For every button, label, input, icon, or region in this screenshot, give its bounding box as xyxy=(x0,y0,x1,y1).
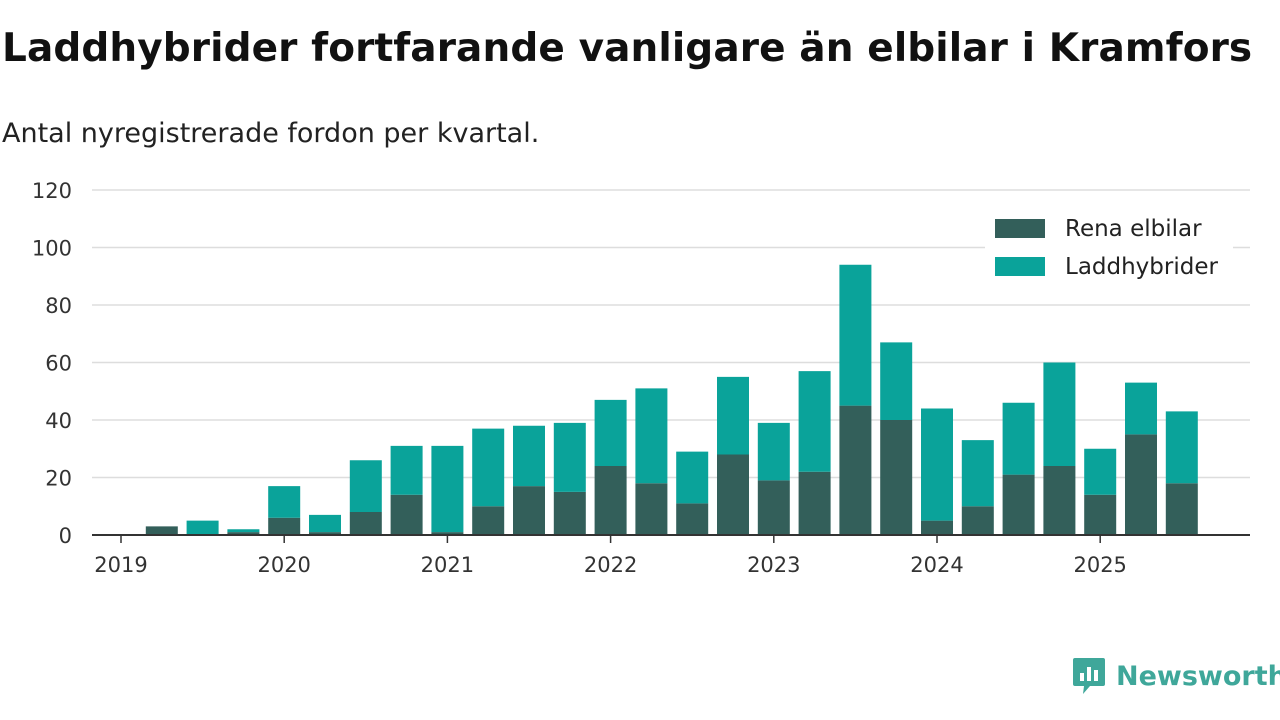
x-tick-label: 2021 xyxy=(421,553,474,577)
x-tick-label: 2019 xyxy=(94,553,147,577)
bar-rena-elbilar xyxy=(717,454,749,535)
bar-laddhybrider xyxy=(717,376,749,455)
bar-rena-elbilar xyxy=(227,532,260,535)
bar-laddhybrider xyxy=(186,520,219,535)
bar-rena-elbilar xyxy=(880,420,913,535)
x-tick-label: 2024 xyxy=(910,553,963,577)
chart-title: Laddhybrider fortfarande vanligare än el… xyxy=(2,26,1253,71)
bar-laddhybrider xyxy=(553,422,586,492)
bar-rena-elbilar xyxy=(921,520,953,535)
bar-laddhybrider xyxy=(1002,402,1035,475)
bar-rena-elbilar xyxy=(309,532,341,535)
brand-logo: Newsworthy xyxy=(1072,654,1280,698)
bar-laddhybrider xyxy=(268,486,301,518)
legend-label-rena-elbilar: Rena elbilar xyxy=(1065,216,1202,242)
stacked-bar-chart: 0 20 40 60 80 100 120 2019 2020 2021 2022 2023 2024… xyxy=(32,179,1250,577)
bar-rena-elbilar xyxy=(676,503,709,535)
bar-laddhybrider xyxy=(513,425,545,487)
bar-rena-elbilar xyxy=(635,483,668,535)
legend-swatch-rena-elbilar xyxy=(995,219,1045,238)
bar-rena-elbilar xyxy=(1125,434,1157,535)
legend-label-laddhybrider: Laddhybrider xyxy=(1065,254,1218,280)
y-tick-label: 100 xyxy=(32,237,72,261)
legend: Rena elbilar Laddhybrider xyxy=(985,208,1233,292)
bar-rena-elbilar xyxy=(1002,474,1035,535)
y-tick-label: 40 xyxy=(45,409,72,433)
bar-laddhybrider xyxy=(961,440,994,507)
bar-rena-elbilar xyxy=(594,466,627,535)
bar-laddhybrider xyxy=(798,371,831,472)
y-tick-label: 20 xyxy=(45,467,72,491)
bar-rena-elbilar xyxy=(839,405,872,535)
chart-subtitle: Antal nyregistrerade fordon per kvartal. xyxy=(2,118,540,149)
y-tick-label: 60 xyxy=(45,352,72,376)
bar-rena-elbilar xyxy=(431,532,464,535)
bar-laddhybrider xyxy=(431,445,464,533)
y-tick-label: 80 xyxy=(45,294,72,318)
bar-rena-elbilar xyxy=(961,506,994,535)
bar-rena-elbilar xyxy=(349,512,382,535)
bar-rena-elbilar xyxy=(1084,494,1117,535)
bar-laddhybrider xyxy=(1125,382,1157,435)
bar-rena-elbilar xyxy=(553,491,586,535)
x-tick-label: 2025 xyxy=(1073,553,1126,577)
bar-laddhybrider xyxy=(880,342,913,420)
bar-rena-elbilar xyxy=(757,480,790,535)
legend-swatch-laddhybrider xyxy=(995,257,1045,276)
x-tick-label: 2023 xyxy=(747,553,800,577)
bar-rena-elbilar xyxy=(513,486,545,535)
x-tick-label: 2022 xyxy=(584,553,637,577)
bar-laddhybrider xyxy=(839,264,872,406)
y-tick-label: 120 xyxy=(32,179,72,203)
bar-laddhybrider xyxy=(390,445,423,495)
bar-laddhybrider xyxy=(227,529,260,533)
y-axis-ticks: 0 20 40 60 80 100 120 xyxy=(32,179,72,548)
bar-laddhybrider xyxy=(635,388,668,484)
x-tick-label: 2020 xyxy=(257,553,310,577)
bar-laddhybrider xyxy=(1084,448,1117,495)
bars xyxy=(145,264,1198,535)
bar-rena-elbilar xyxy=(390,494,423,535)
bar-laddhybrider xyxy=(1043,362,1076,466)
bar-rena-elbilar xyxy=(268,517,301,535)
bar-laddhybrider xyxy=(349,460,382,512)
bar-rena-elbilar xyxy=(798,471,831,535)
bar-laddhybrider xyxy=(594,399,627,466)
bar-rena-elbilar xyxy=(145,526,178,535)
bar-laddhybrider xyxy=(757,422,790,481)
bar-laddhybrider xyxy=(1165,411,1198,484)
bar-rena-elbilar xyxy=(472,506,505,535)
x-axis-ticks: 2019 2020 2021 2022 2023 2024 2025 xyxy=(94,535,1127,577)
bar-rena-elbilar xyxy=(1165,483,1198,535)
bar-laddhybrider xyxy=(472,428,505,507)
newsworthy-logo-icon xyxy=(1073,658,1105,694)
bar-laddhybrider xyxy=(309,514,341,533)
brand-name: Newsworthy xyxy=(1116,660,1280,692)
bar-rena-elbilar xyxy=(1043,466,1076,535)
y-tick-label: 0 xyxy=(59,524,72,548)
bar-laddhybrider xyxy=(921,408,953,521)
bar-laddhybrider xyxy=(676,451,709,504)
